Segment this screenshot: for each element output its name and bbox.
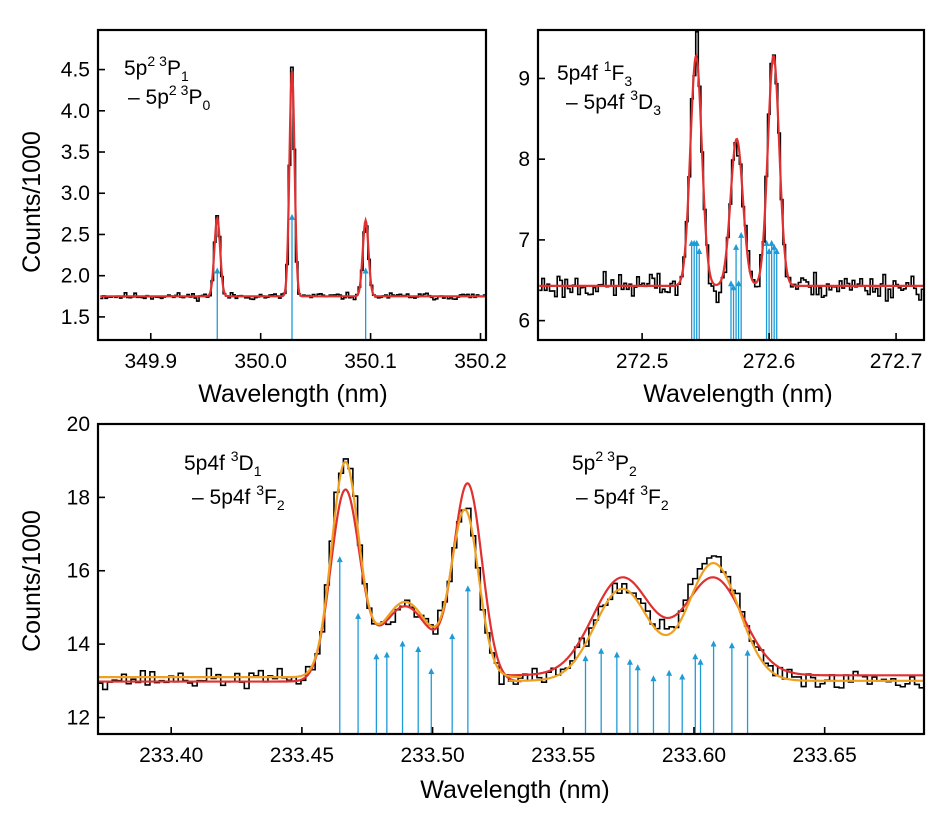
transition-marker (768, 239, 775, 340)
y-tick-label: 14 (67, 633, 91, 656)
transition-marker (692, 653, 699, 734)
x-tick-label: 233.65 (793, 744, 857, 767)
x-tick-label: 233.50 (400, 744, 464, 767)
axes-frame-top-left (96, 28, 488, 342)
x-tick-label: 272.5 (616, 350, 669, 373)
transition-marker (613, 651, 620, 734)
transition-marker (634, 664, 641, 734)
annotation-top-left-line2: – 5p2 3P0 (128, 82, 210, 113)
transition-marker (763, 239, 770, 340)
transition-marker (355, 612, 362, 734)
panel-top-left: Counts/1000 Wavelength (nm) 5p2 3P1 – 5p2… (18, 28, 507, 408)
fit-curve-fit-4-bottom (508, 561, 924, 682)
transition-marker (399, 640, 406, 734)
y-tick-label: 12 (67, 706, 90, 729)
annotation-bottom-right-line1: 5p2 3P2 (572, 448, 637, 479)
annotation-top-left-line1: 5p2 3P1 (124, 53, 189, 84)
transition-marker (289, 213, 295, 340)
y-tick-label: 7 (518, 229, 530, 252)
transition-marker (733, 243, 740, 340)
y-tick-label: 6 (518, 310, 530, 333)
plot-area-top-right (539, 30, 924, 340)
y-tick-label: 3.5 (61, 141, 90, 164)
annotation-bottom-left-line1: 5p4f 3D1 (184, 448, 262, 479)
x-tick-label: 272.7 (870, 350, 923, 373)
xlabel-top-left: Wavelength (nm) (198, 380, 387, 408)
transition-marker (679, 673, 686, 734)
transition-marker (449, 633, 456, 734)
transition-marker (598, 647, 605, 734)
transition-marker (773, 247, 780, 340)
ylabel-top-left: Counts/1000 (18, 131, 46, 273)
transition-marker (728, 642, 735, 734)
y-tick-label: 2.0 (61, 265, 90, 288)
x-tick-label: 350.0 (234, 350, 287, 373)
axes-frame-top-right (536, 28, 926, 342)
transition-marker (336, 556, 343, 734)
fit-curve-fit-2-bottom (508, 576, 924, 677)
xlabel-bottom: Wavelength (nm) (420, 776, 609, 804)
y-tick-label: 8 (518, 148, 530, 171)
transition-marker (428, 667, 435, 734)
axes-frame-bottom (96, 422, 926, 736)
fit-curve-fit-3-bottom (98, 460, 522, 679)
transition-marker (735, 280, 742, 340)
y-tick-label: 1.5 (61, 306, 90, 329)
y-tick-label: 4.5 (61, 59, 90, 82)
x-tick-label: 349.9 (124, 350, 177, 373)
transition-marker (582, 655, 589, 734)
transition-marker (730, 284, 737, 340)
transition-marker (696, 247, 703, 340)
y-tick-label: 20 (67, 413, 90, 436)
fit-curve-fit-1-bottom (98, 482, 522, 683)
y-tick-label: 9 (518, 67, 530, 90)
plot-area-bottom (98, 458, 924, 734)
fit-curve-fit-top-right (539, 53, 924, 288)
transition-marker (728, 280, 734, 340)
transition-marker (766, 247, 773, 340)
transition-marker (626, 658, 633, 734)
x-tick-label: 233.40 (139, 744, 203, 767)
x-tick-label: 233.60 (662, 744, 726, 767)
transition-marker (710, 640, 717, 734)
transition-marker (693, 239, 700, 340)
annotation-top-right-line1: 5p4f 1F3 (557, 58, 632, 89)
x-tick-label: 350.1 (344, 350, 397, 373)
y-tick-label: 4.0 (61, 100, 90, 123)
transition-marker (697, 658, 704, 734)
y-tick-label: 16 (67, 560, 90, 583)
transition-marker (373, 653, 380, 734)
y-tick-label: 18 (67, 486, 90, 509)
panel-bottom: Counts/1000 Wavelength (nm) 5p4f 3D1 – 5… (18, 413, 926, 804)
annotation-bottom-left-line2: – 5p4f 3F2 (192, 482, 285, 513)
transition-marker (666, 669, 673, 734)
ylabel-bottom: Counts/1000 (18, 510, 46, 652)
transition-marker (383, 651, 390, 734)
y-tick-label: 3.0 (61, 182, 90, 205)
x-tick-label: 233.55 (531, 744, 595, 767)
x-tick-label: 233.45 (270, 744, 334, 767)
transition-marker (650, 675, 657, 734)
transition-marker (744, 649, 751, 734)
y-tick-label: 2.5 (61, 223, 90, 246)
x-tick-label: 350.2 (454, 350, 507, 373)
x-tick-label: 272.6 (743, 350, 796, 373)
fit-curve-fit-top-left (100, 70, 486, 298)
transition-marker (464, 585, 471, 734)
annotation-bottom-right-line2: – 5p4f 3F2 (576, 482, 669, 513)
panel-top-right: Wavelength (nm) 5p4f 1F3 – 5p4f 3D3 272.… (518, 28, 926, 408)
transition-marker (362, 267, 369, 340)
transition-marker (415, 645, 422, 734)
transition-marker (738, 231, 745, 340)
xlabel-top-right: Wavelength (nm) (643, 380, 832, 408)
plot-area-top-left (100, 66, 486, 340)
annotation-top-right-line2: – 5p4f 3D3 (566, 87, 661, 118)
transition-marker (771, 243, 778, 340)
transition-marker (214, 267, 221, 340)
